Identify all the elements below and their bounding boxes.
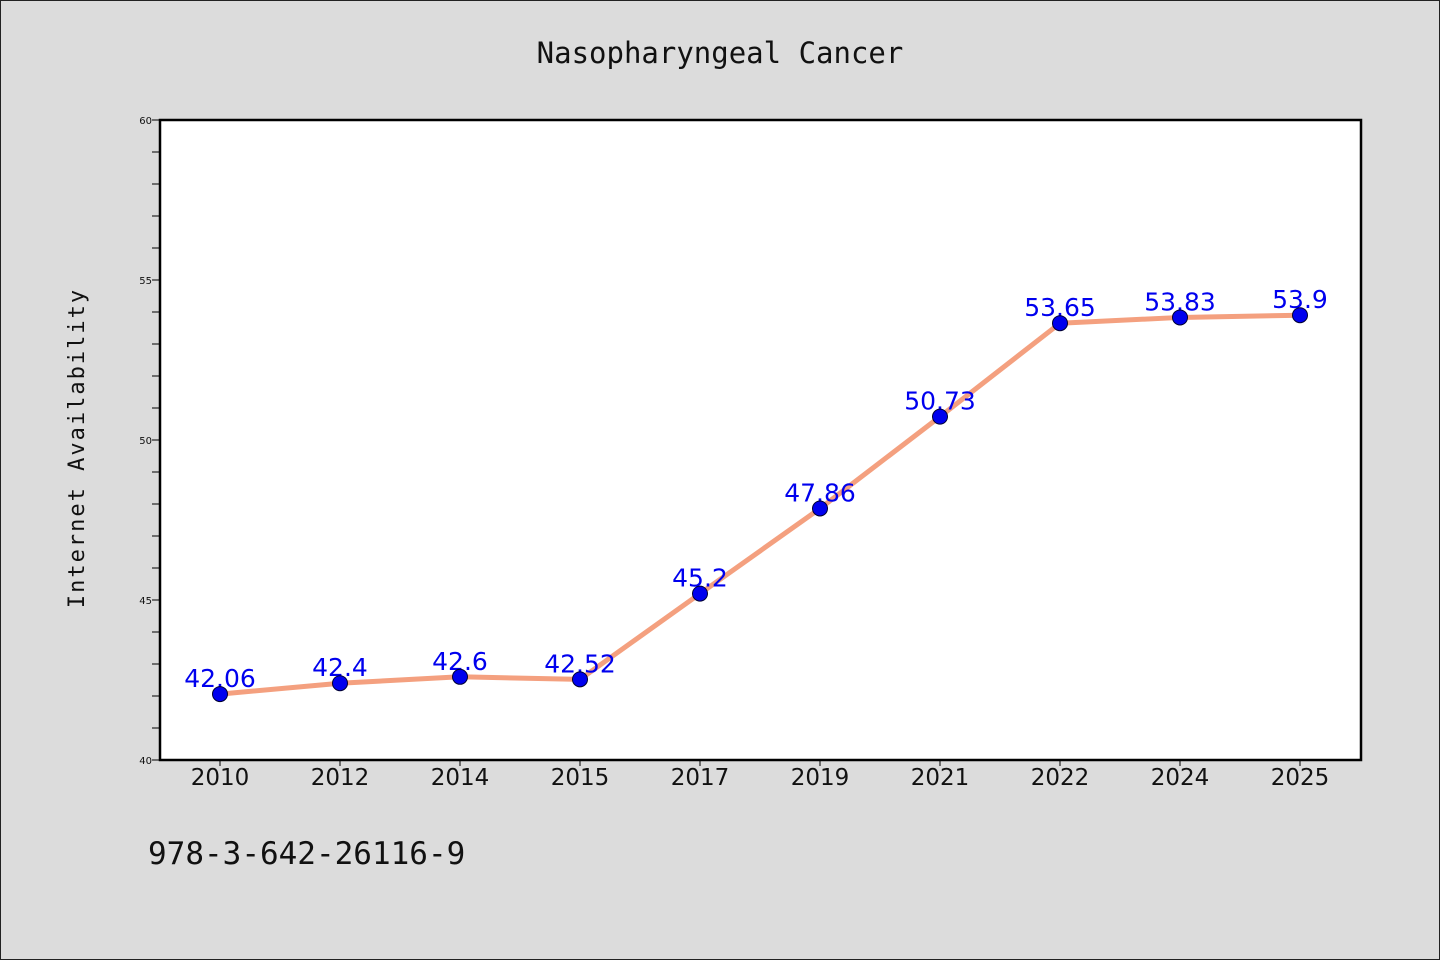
y-tick-label: 60 (139, 116, 152, 127)
data-point (572, 671, 588, 688)
x-tick-label: 2012 (311, 765, 370, 791)
y-tick-label: 50 (139, 436, 152, 447)
x-tick-label: 2024 (1151, 765, 1210, 791)
data-point (212, 686, 228, 703)
x-tick-label: 2019 (791, 765, 850, 791)
data-point (332, 675, 348, 692)
x-tick-label: 2021 (911, 765, 970, 791)
chart-title: Nasopharyngeal Cancer (537, 36, 904, 70)
footnote-text: 978-3-642-26116-9 (148, 836, 465, 872)
y-tick-label: 40 (139, 756, 152, 767)
x-tick-label: 2025 (1271, 765, 1330, 791)
data-point (1292, 307, 1308, 324)
data-point (1052, 315, 1068, 332)
data-point (1172, 309, 1188, 326)
data-point (692, 585, 708, 602)
x-tick-label: 2015 (551, 765, 610, 791)
x-axis-ticks: 2010 2012 2014 2015 2017 2019 2021 2022 2024 2025 (191, 760, 1330, 791)
y-tick-label: 45 (139, 596, 152, 607)
data-point (812, 500, 828, 517)
x-tick-label: 2017 (671, 765, 730, 791)
x-tick-label: 2022 (1031, 765, 1090, 791)
y-axis-label: Internet Availability (65, 288, 90, 608)
plot-area (160, 120, 1361, 760)
plot-border (158, 118, 1363, 762)
y-tick-label: 55 (139, 276, 152, 287)
data-point (932, 408, 948, 425)
series-line (217, 312, 1303, 697)
y-axis-ticks: 40 45 50 55 60 (139, 116, 160, 767)
x-tick-label: 2014 (431, 765, 490, 791)
x-tick-label: 2010 (191, 765, 250, 791)
data-point (452, 668, 468, 685)
